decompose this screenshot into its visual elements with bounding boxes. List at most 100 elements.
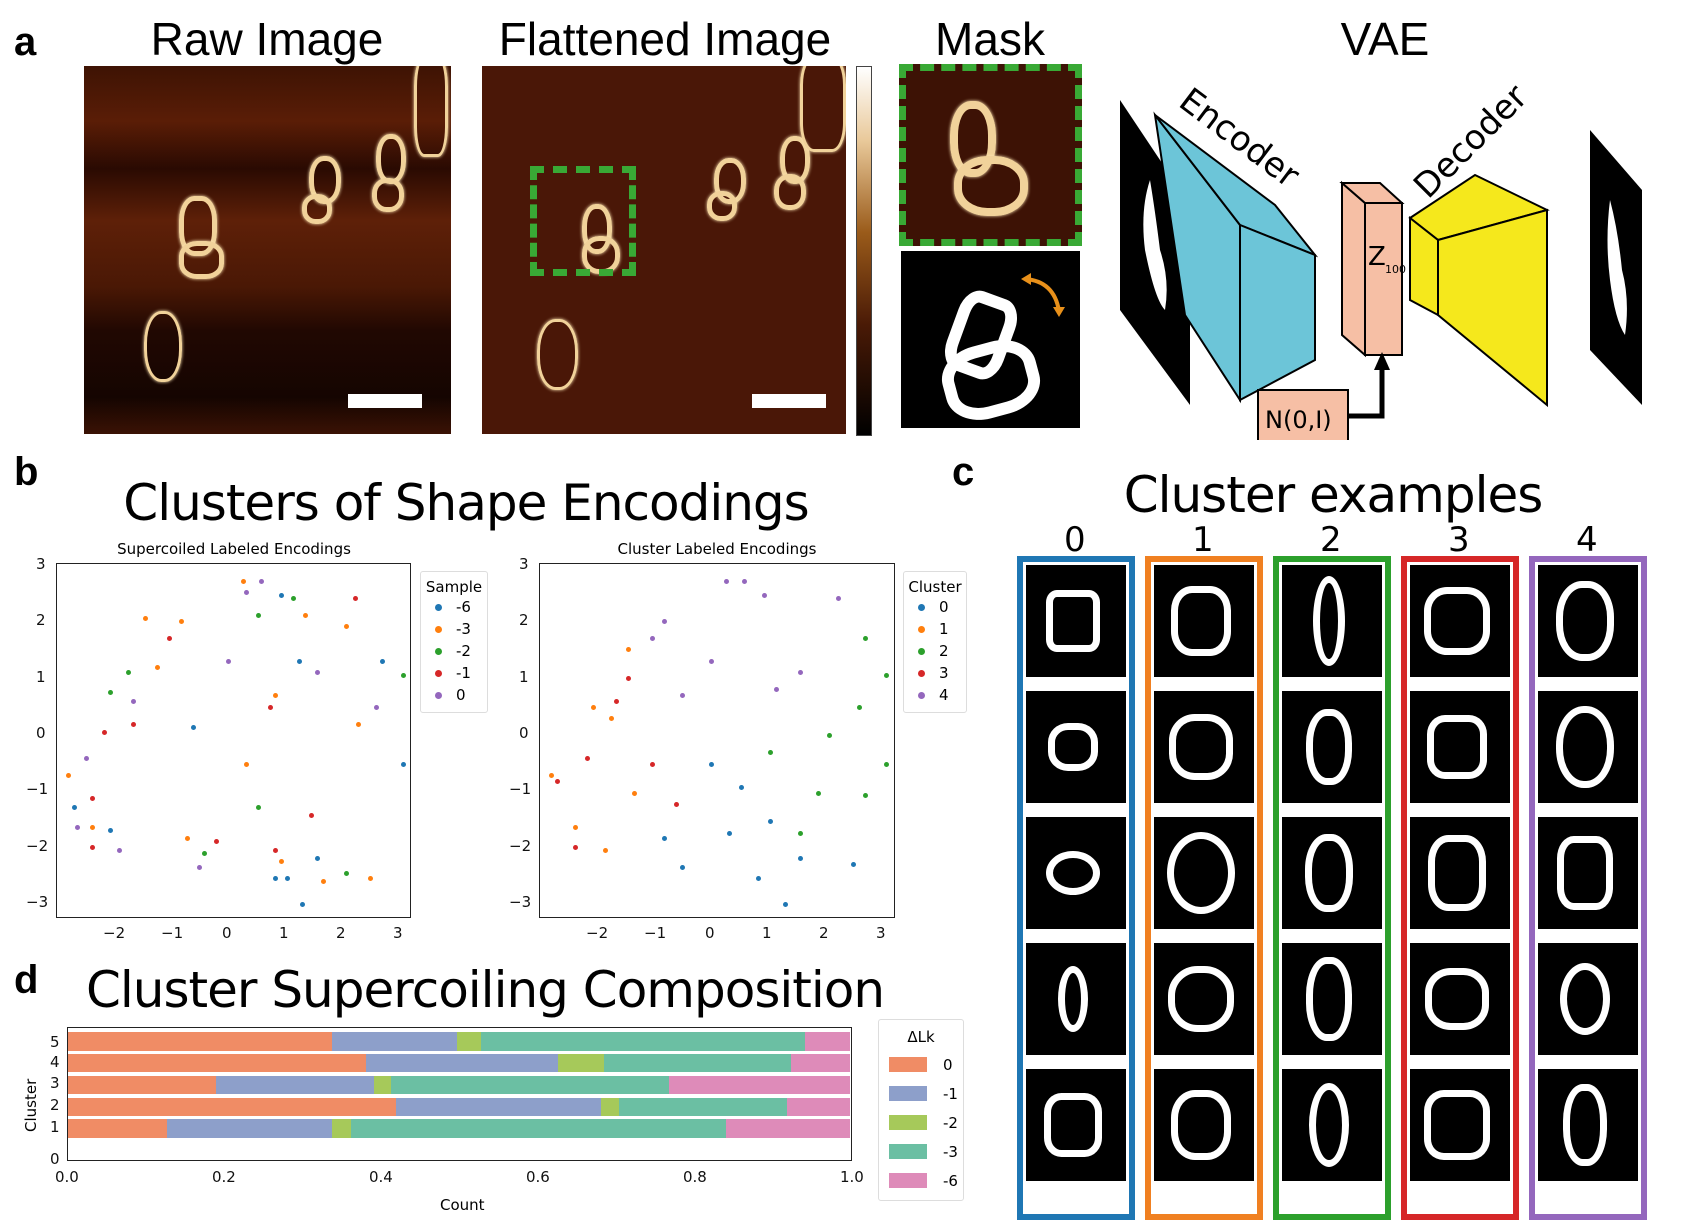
data-point [258, 578, 264, 584]
data-point [573, 824, 578, 830]
example-mask-image [1154, 943, 1254, 1055]
legend-swatch-icon [889, 1086, 927, 1101]
data-point [400, 761, 406, 767]
panel-label-a: a [14, 20, 37, 64]
data-point [762, 592, 768, 598]
bar-segment [68, 1097, 397, 1117]
data-point [344, 870, 350, 876]
data-point [178, 618, 184, 624]
legend-marker-icon [918, 625, 925, 633]
cluster-column-2 [1273, 556, 1391, 1220]
vae-title: VAE [1340, 13, 1430, 65]
cluster-column-1 [1145, 556, 1263, 1220]
data-point [768, 819, 774, 825]
bar-segment [373, 1075, 391, 1095]
data-point [555, 779, 561, 785]
data-point [626, 647, 632, 653]
bar-segment [668, 1075, 850, 1095]
example-mask-image [1026, 943, 1126, 1055]
example-mask-image [1538, 691, 1638, 803]
example-mask-image [1410, 1069, 1510, 1181]
data-point [661, 836, 667, 842]
data-point [797, 830, 803, 836]
raw-afm-image [84, 66, 451, 434]
data-point [883, 761, 889, 767]
cluster-column-label: 2 [1320, 520, 1342, 560]
panel-label-d: d [14, 958, 39, 1002]
data-point [862, 793, 868, 799]
bar-segment [390, 1075, 669, 1095]
data-point [243, 761, 249, 767]
data-point [90, 824, 95, 830]
data-point [649, 761, 655, 767]
data-point [709, 761, 715, 767]
data-point [356, 721, 362, 727]
sample-legend: Sample -6 -3 -2 -1 0 [420, 571, 488, 713]
data-point [273, 876, 279, 882]
panel-label-c: c [952, 450, 975, 494]
data-point [756, 876, 762, 882]
cluster-column-label: 1 [1192, 520, 1214, 560]
example-mask-image [1026, 1069, 1126, 1181]
scale-bar [752, 394, 826, 408]
bar-cluster-5 [68, 1032, 850, 1051]
mask-title: Mask [935, 13, 1045, 65]
data-point [723, 578, 729, 584]
data-point [297, 658, 303, 664]
bar-segment [332, 1119, 352, 1138]
example-mask-image [1282, 1069, 1382, 1181]
data-point [353, 595, 359, 601]
cluster-column-label: 0 [1064, 520, 1086, 560]
data-point [72, 804, 78, 810]
data-point [303, 613, 308, 619]
cluster-column-label: 4 [1576, 520, 1598, 560]
bar-segment [351, 1119, 727, 1138]
data-point [243, 590, 249, 596]
example-mask-image [1026, 691, 1126, 803]
legend-swatch-icon [889, 1057, 927, 1072]
legend-marker-icon [435, 669, 442, 677]
data-point [279, 592, 285, 598]
data-point [202, 850, 208, 856]
bar-segment [804, 1032, 850, 1051]
mask-crop-image [899, 64, 1082, 246]
legend-item: 0 [879, 1050, 963, 1079]
data-point [300, 902, 306, 908]
data-point [590, 704, 596, 710]
legend-item: 4 [904, 684, 966, 706]
bar-cluster-4 [68, 1053, 850, 1073]
data-point [857, 704, 862, 710]
bar-segment [787, 1097, 850, 1117]
data-point [314, 670, 320, 676]
data-point [255, 613, 261, 619]
example-mask-image [1154, 565, 1254, 677]
bar-segment [619, 1097, 788, 1117]
data-point [379, 658, 385, 664]
legend-swatch-icon [889, 1144, 927, 1159]
data-point [273, 847, 279, 853]
bar-segment [480, 1032, 805, 1051]
bar-segment [68, 1119, 167, 1138]
left-scatter-plot [56, 563, 411, 918]
data-point [308, 813, 314, 819]
data-point [549, 773, 555, 779]
legend-marker-icon [918, 603, 925, 611]
encoder-block [1153, 111, 1319, 404]
data-point [836, 595, 842, 601]
data-point [883, 673, 889, 679]
example-mask-image [1154, 1069, 1254, 1181]
data-point [196, 864, 202, 870]
example-mask-image [1282, 565, 1382, 677]
legend-marker-icon [918, 691, 925, 699]
data-point [774, 687, 780, 693]
data-point [107, 827, 113, 833]
data-point [214, 839, 220, 845]
cluster-column-3 [1401, 556, 1519, 1220]
legend-item: 2 [904, 640, 966, 662]
legend-item: -6 [421, 596, 487, 618]
legend-item: 1 [904, 618, 966, 640]
data-point [815, 790, 821, 796]
bar-cluster-1 [68, 1119, 850, 1138]
data-point [827, 733, 833, 739]
